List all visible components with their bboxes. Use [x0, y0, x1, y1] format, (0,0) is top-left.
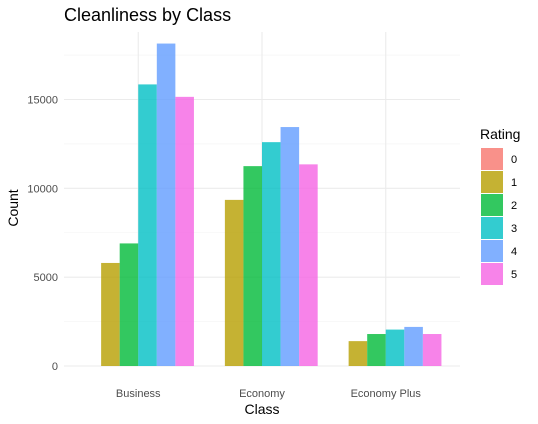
bar: [101, 262, 120, 366]
bar: [175, 96, 194, 367]
bar: [348, 341, 368, 366]
chart-title: Cleanliness by Class: [64, 5, 231, 25]
legend-key: [481, 240, 503, 262]
bar: [156, 43, 176, 366]
bar: [262, 142, 281, 366]
bar: [385, 329, 405, 366]
bar: [119, 243, 139, 366]
y-tick-label: 15000: [27, 95, 58, 107]
x-tick-label: Economy: [239, 388, 285, 400]
x-tick-label: Business: [116, 388, 161, 400]
bar: [280, 127, 300, 366]
y-axis-title: Count: [5, 189, 21, 226]
legend-label: 5: [511, 269, 517, 281]
bar: [243, 166, 262, 366]
bar: [138, 84, 157, 366]
y-tick-label: 0: [52, 361, 58, 373]
legend-key: [481, 263, 503, 285]
bars: [101, 43, 442, 367]
legend-label: 0: [511, 154, 517, 166]
x-tick-label: Economy Plus: [351, 388, 422, 400]
legend-key: [481, 148, 503, 170]
legend: Rating 0 1 2 3 4 5: [480, 126, 520, 285]
legend-key: [481, 217, 503, 239]
bar: [422, 334, 442, 366]
bar: [404, 326, 423, 366]
y-axis-ticks: 0 5000 10000 15000: [27, 95, 58, 373]
x-axis-ticks: Business Economy Economy Plus: [116, 388, 421, 400]
bar: [367, 334, 386, 366]
legend-key: [481, 194, 503, 216]
legend-label: 2: [511, 200, 517, 212]
legend-label: 1: [511, 177, 517, 189]
y-tick-label: 5000: [34, 272, 58, 284]
legend-title: Rating: [480, 126, 520, 142]
x-axis-title: Class: [244, 401, 279, 417]
bar: [224, 199, 244, 366]
legend-label: 4: [511, 246, 517, 258]
legend-key: [481, 171, 503, 193]
bar: [299, 164, 318, 366]
legend-label: 3: [511, 223, 517, 235]
y-tick-label: 10000: [27, 183, 58, 195]
